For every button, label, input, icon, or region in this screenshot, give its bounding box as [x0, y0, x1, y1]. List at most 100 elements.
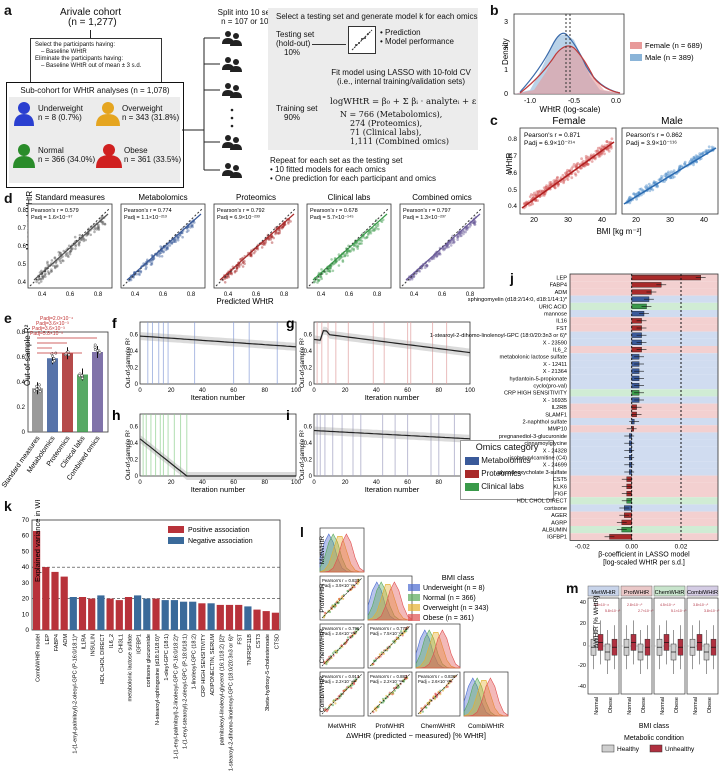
panel-d-point: [103, 222, 107, 226]
panel-d-point: [101, 221, 104, 224]
panel-d-point: [262, 243, 265, 246]
panel-d-point: [326, 269, 329, 273]
panel-d-point: [424, 266, 427, 270]
panel-h-xtick: 0: [138, 480, 142, 486]
panel-c-male-point: [701, 151, 705, 155]
panel-c-female-point: [533, 191, 536, 195]
panel-i-xtick: 80: [435, 480, 442, 486]
panel-d-point: [174, 240, 177, 243]
panel-k-xlabel: CombiWHtR model: [36, 634, 42, 682]
panel-d-point: [68, 250, 72, 254]
panel-l-identity: [321, 673, 363, 715]
panel-l-col-label: MetWHtR: [328, 723, 356, 730]
panel-c-female-frame: [519, 127, 617, 215]
panel-d-point: [438, 252, 442, 255]
panel-j-feature: FST: [556, 326, 567, 332]
panel-d-point: [160, 255, 164, 258]
panel-k-ytick: 0: [25, 627, 29, 634]
panel-c-male-xtick-1: 30: [666, 217, 674, 224]
panel-c-female-point: [563, 178, 567, 182]
panel-d-point: [356, 244, 360, 248]
panel-d-point: [349, 249, 353, 252]
panel-j-feature: IL2RB: [551, 405, 567, 411]
panel-c-male-point: [664, 172, 668, 176]
panel-i-ytick: 0.6: [304, 424, 313, 430]
panel-c-male-fit: [623, 147, 717, 205]
panel-d-point: [93, 228, 96, 231]
panel-k-legend-pos: Positive association: [188, 527, 250, 534]
panel-d-point: [414, 272, 418, 276]
panel-d-point: [360, 242, 363, 245]
panel-d-point: [237, 264, 241, 267]
panel-k-bar: [207, 603, 215, 630]
panel-d-r-4: Pearson's r = 0.797: [403, 208, 451, 214]
panel-l-point: [328, 655, 331, 658]
panel-l-point: [446, 685, 449, 688]
panel-d-point: [328, 269, 332, 273]
panel-d-point: [456, 235, 460, 239]
panel-d-point: [329, 266, 332, 269]
panel-c-female-point: [549, 183, 552, 187]
panel-c-female-r: Pearson's r = 0.871: [524, 132, 581, 139]
panel-c-female-point: [561, 173, 565, 177]
panel-d-point: [59, 251, 62, 255]
panel-d-point: [320, 268, 323, 271]
panel-d-fit-2: [219, 213, 295, 281]
panel-f-ytick: 0.2: [130, 365, 139, 371]
panel-d-point: [146, 258, 149, 262]
cohort-n: (n = 1,277): [68, 17, 117, 28]
panel-d-point: [97, 223, 100, 227]
panel-l-point: [334, 702, 337, 705]
panel-c-female-point: [607, 147, 611, 150]
panel-m-p-normal: 6.6×10⁻¹²: [594, 603, 610, 607]
panel-d-point: [381, 218, 385, 221]
panel-d-point: [170, 241, 174, 244]
panel-d-point: [152, 257, 156, 260]
panel-e-ylabel: Out-of-sample R²: [23, 324, 32, 386]
panel-j-feature: AGRP: [551, 520, 567, 526]
selection-title: Select the participants having:: [35, 42, 116, 48]
panel-d-point: [356, 245, 359, 249]
panel-g-ytick: 0.4: [304, 349, 313, 355]
panel-d-point: [243, 259, 246, 263]
panel-c-female-point: [534, 194, 538, 197]
panel-d-point: [460, 234, 463, 238]
panel-l-point: [378, 700, 382, 704]
panel-l-xlabel: ΔWHtR (predicted − measured) [% WHtR]: [346, 731, 486, 740]
panel-h-xtick: 60: [230, 480, 237, 486]
group-overweight-count: n = 343 (31.8%): [122, 113, 180, 122]
panel-d-point: [452, 238, 456, 241]
panel-l-point: [425, 706, 428, 709]
panel-c-female-point: [580, 161, 584, 164]
panel-l-point: [378, 653, 381, 656]
panel-c-male-point: [632, 192, 636, 196]
panel-d-point: [435, 255, 438, 259]
panel-c-female-point: [545, 184, 548, 187]
panel-d-point: [57, 250, 61, 254]
panel-c-female-point: [562, 181, 565, 185]
panel-l-point: [357, 676, 360, 679]
panel-l-point: [338, 694, 342, 697]
panel-d-point: [425, 264, 429, 267]
panel-b-label: b: [490, 2, 499, 18]
panel-d-point: [37, 281, 41, 285]
panel-j-feature: hydantoin-5-propionate: [509, 376, 567, 382]
selection-box: Select the participants having: – Baseli…: [30, 38, 162, 84]
panel-l-point: [388, 646, 391, 649]
panel-c-female-point: [556, 184, 560, 188]
panel-l-point: [391, 640, 395, 643]
panel-c-female-p: Padj = 6.9×10⁻²¹⁴: [524, 140, 575, 147]
panel-l-point: [437, 690, 440, 693]
panel-l-point: [380, 701, 383, 704]
omics-legend-name-0: Metabolomics: [481, 456, 531, 465]
panel-d-point: [250, 252, 253, 256]
panel-g-ylabel: Out-of-sample R²: [299, 337, 306, 388]
panel-k-bar: [235, 604, 243, 630]
panel-d-point: [41, 275, 44, 279]
panel-d-point: [239, 263, 243, 266]
panel-j-feature: KLK6: [553, 484, 567, 490]
panel-d-ytick: 0.8: [18, 208, 27, 214]
panel-d-point: [53, 266, 57, 270]
panel-e-p3: Padj=3.6×10⁻³: [32, 326, 65, 332]
panel-k-bar: [60, 576, 68, 630]
